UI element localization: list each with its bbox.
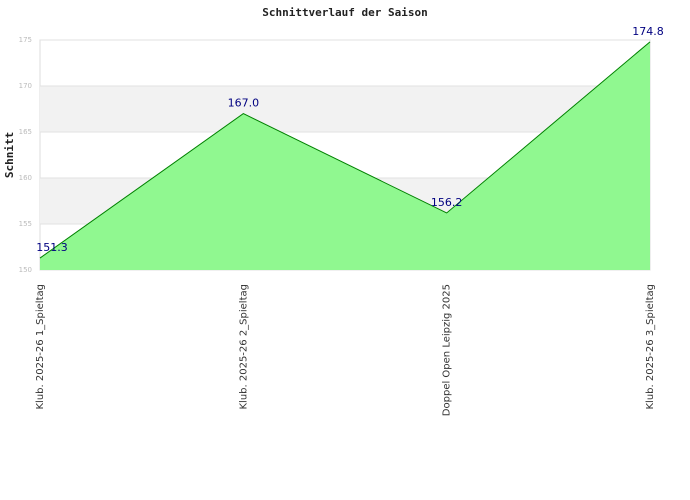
line — [39, 41, 651, 259]
y-tick-label: 165 — [19, 128, 32, 136]
area — [40, 41, 650, 271]
chart-title: Schnittverlauf der Saison — [262, 6, 428, 19]
data-label: 174.8 — [632, 25, 664, 38]
data-label: 156.2 — [431, 196, 463, 209]
y-tick-label: 155 — [19, 220, 32, 228]
y-tick-label: 150 — [19, 266, 32, 274]
data-label: 151.3 — [36, 241, 68, 254]
data-label: 167.0 — [228, 97, 260, 110]
y-tick-label: 175 — [19, 36, 32, 44]
y-tick-label: 160 — [19, 174, 32, 182]
x-tick-label: Klub. 2025-26 3_Spieltag — [645, 284, 656, 410]
grid-band — [40, 86, 650, 132]
x-tick-label: Klub. 2025-26 1_Spieltag — [35, 284, 46, 410]
y-axis-label: Schnitt — [3, 132, 16, 178]
y-tick-label: 170 — [19, 82, 32, 90]
x-tick-label: Klub. 2025-26 2_Spieltag — [238, 284, 249, 410]
x-tick-label: Doppel Open Leipzig 2025 — [442, 284, 453, 416]
